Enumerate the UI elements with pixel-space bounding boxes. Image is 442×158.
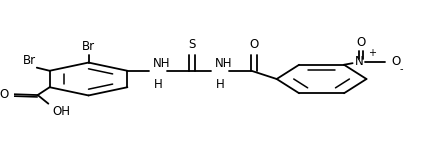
Text: NH: NH — [215, 57, 232, 70]
Text: -: - — [400, 64, 404, 74]
Text: N: N — [354, 55, 363, 68]
Text: +: + — [368, 48, 376, 58]
Text: S: S — [188, 38, 196, 51]
Text: O: O — [0, 88, 9, 101]
Text: NH: NH — [153, 57, 171, 70]
Text: H: H — [216, 78, 225, 91]
Text: OH: OH — [53, 105, 71, 118]
Text: H: H — [154, 78, 163, 91]
Text: O: O — [357, 36, 366, 49]
Text: Br: Br — [23, 54, 35, 67]
Text: Br: Br — [82, 40, 95, 53]
Text: O: O — [249, 38, 259, 51]
Text: O: O — [391, 55, 400, 68]
